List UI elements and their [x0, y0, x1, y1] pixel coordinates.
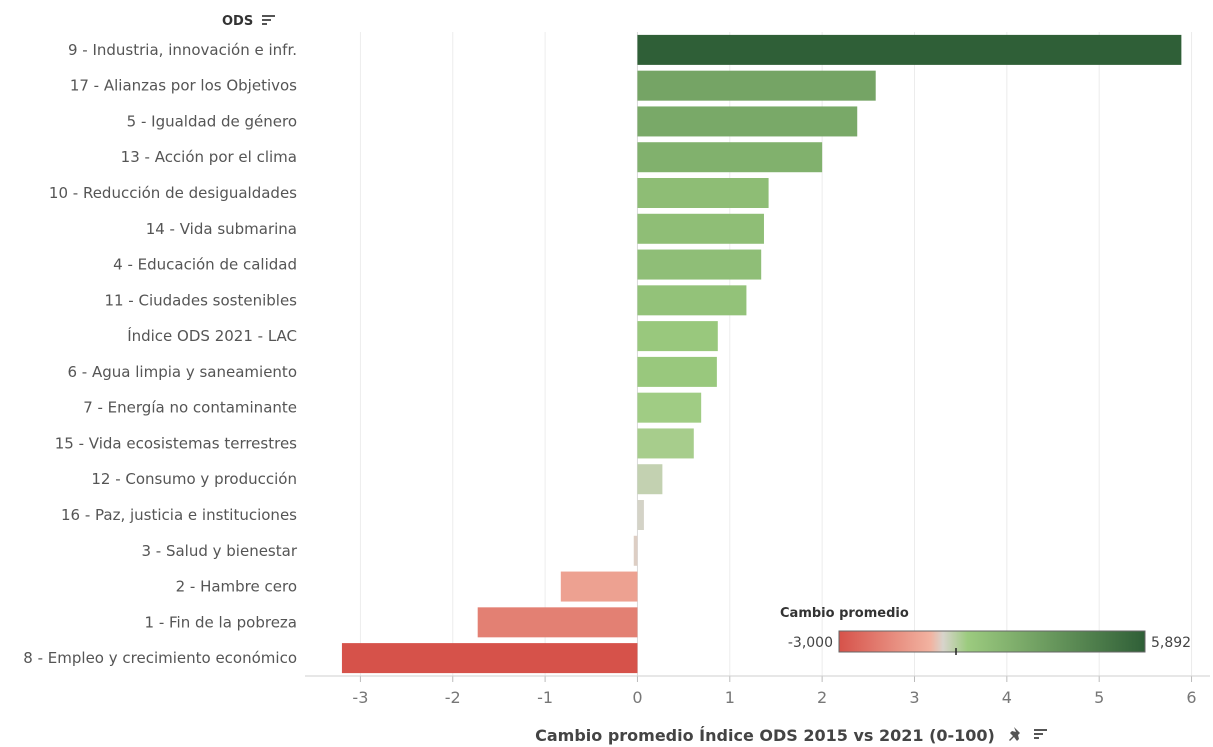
bar[interactable] [637, 142, 823, 173]
category-label: 13 - Acción por el clima [121, 148, 297, 166]
bars [341, 34, 1182, 674]
category-label: 11 - Ciudades sostenibles [104, 291, 297, 309]
bar[interactable] [477, 607, 638, 638]
category-label: 7 - Energía no contaminante [83, 399, 297, 417]
x-tick-label: 4 [1002, 688, 1012, 707]
category-label: 4 - Educación de calidad [113, 256, 297, 274]
category-label: 3 - Salud y bienestar [141, 542, 297, 560]
sort-icon[interactable] [1034, 729, 1047, 739]
category-label: 17 - Alianzas por los Objetivos [70, 77, 297, 95]
category-label: 10 - Reducción de desigualdades [49, 184, 297, 202]
bar[interactable] [637, 70, 876, 101]
bar[interactable] [633, 535, 638, 566]
category-label: 15 - Vida ecosistemas terrestres [55, 434, 297, 452]
x-tick-label: -2 [445, 688, 461, 707]
bar[interactable] [637, 428, 694, 459]
x-tick-label: -3 [352, 688, 368, 707]
sort-icon[interactable] [262, 15, 275, 25]
category-label: 1 - Fin de la pobreza [145, 613, 297, 631]
bar[interactable] [637, 500, 644, 530]
bar[interactable] [637, 34, 1182, 65]
bar[interactable] [637, 392, 702, 423]
bar[interactable] [637, 285, 747, 316]
color-legend: Cambio promedio -3,000 5,892 [780, 606, 1191, 655]
bar[interactable] [637, 213, 764, 244]
bar[interactable] [637, 178, 769, 208]
category-label: 12 - Consumo y producción [91, 470, 297, 488]
legend-title: Cambio promedio [780, 606, 909, 621]
x-tick-label: 5 [1094, 688, 1104, 707]
category-label: 8 - Empleo y crecimiento económico [23, 649, 297, 667]
bar[interactable] [637, 464, 663, 495]
category-label: 2 - Hambre cero [176, 578, 297, 596]
x-tick-label: -1 [537, 688, 553, 707]
x-axis-title-group[interactable]: Cambio promedio Índice ODS 2015 vs 2021 … [535, 726, 1047, 745]
x-axis-ticks: -3 -2 -1 0 1 2 3 4 5 6 [305, 675, 1210, 707]
bar[interactable] [637, 356, 717, 387]
bar[interactable] [560, 571, 638, 602]
bar[interactable] [637, 249, 762, 280]
dimension-header[interactable]: ODS [222, 14, 275, 29]
x-tick-label: 6 [1186, 688, 1196, 707]
pin-icon[interactable] [1009, 727, 1020, 741]
dimension-header-label: ODS [222, 14, 253, 29]
x-tick-label: 1 [725, 688, 735, 707]
x-axis-title: Cambio promedio Índice ODS 2015 vs 2021 … [535, 726, 995, 745]
bar[interactable] [637, 106, 858, 137]
category-label: 6 - Agua limpia y saneamiento [68, 363, 298, 381]
category-label: Índice ODS 2021 - LAC [127, 326, 297, 345]
category-label: 5 - Igualdad de género [127, 112, 297, 130]
category-label: 9 - Industria, innovación e infr. [68, 41, 297, 59]
gridlines [359, 32, 1193, 676]
bar[interactable] [341, 643, 638, 674]
legend-min-label: -3,000 [788, 635, 833, 651]
x-tick-label: 3 [909, 688, 919, 707]
legend-gradient-bar [838, 630, 1146, 653]
legend-max-label: 5,892 [1151, 635, 1191, 651]
x-tick-label: 0 [632, 688, 642, 707]
category-label: 14 - Vida submarina [146, 220, 297, 238]
bar[interactable] [637, 321, 718, 352]
x-tick-label: 2 [817, 688, 827, 707]
category-labels: 9 - Industria, innovación e infr. 17 - Al… [23, 41, 298, 667]
category-label: 16 - Paz, justicia e instituciones [61, 506, 297, 524]
